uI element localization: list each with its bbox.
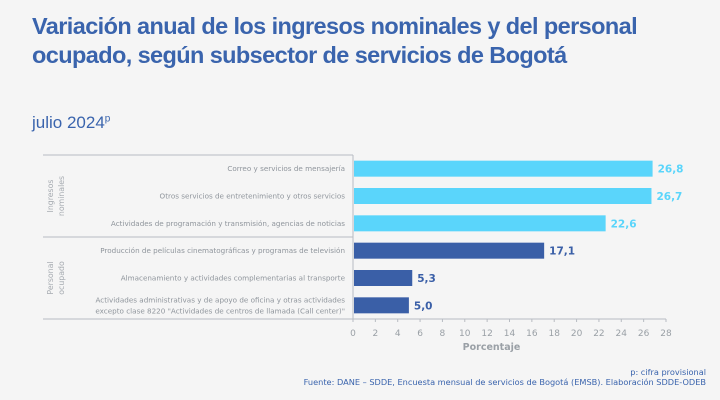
bar: [354, 188, 652, 204]
category-label: Correo y servicios de mensajería: [227, 164, 345, 173]
x-tick-label: 2: [372, 329, 378, 339]
x-tick-label: 6: [417, 329, 423, 339]
value-label: 5,3: [417, 273, 436, 285]
source-note: Fuente: DANE – SDDE, Encuesta mensual de…: [303, 377, 706, 387]
x-tick-label: 24: [616, 329, 628, 339]
group-label: Personal: [46, 261, 55, 294]
value-label: 22,6: [611, 218, 637, 230]
bar: [354, 297, 409, 314]
bar: [354, 270, 413, 286]
group-label: Ingresos: [46, 180, 55, 213]
x-tick-label: 14: [504, 329, 516, 339]
category-label: excepto clase 8220 "Actividades de centr…: [95, 306, 345, 315]
x-tick-label: 18: [548, 329, 560, 339]
chart-title: Variación anual de los ingresos nominale…: [32, 13, 638, 68]
subtitle-text: julio 2024: [32, 113, 105, 132]
x-tick-label: 16: [526, 329, 538, 339]
group-label: ocupado: [57, 261, 66, 295]
x-tick-label: 8: [440, 329, 446, 339]
value-label: 26,8: [658, 164, 684, 176]
x-tick-label: 10: [459, 329, 471, 339]
x-axis-title: Porcentaje: [463, 342, 521, 353]
category-label: Producción de películas cinematográficas…: [100, 246, 345, 255]
bar: [354, 215, 606, 232]
group-label: nominales: [57, 176, 66, 216]
bar: [354, 160, 653, 177]
value-label: 26,7: [656, 191, 682, 203]
chart-subtitle: julio 2024p: [32, 113, 110, 133]
provisional-marker: p: [104, 113, 111, 125]
x-tick-label: 0: [350, 329, 356, 339]
category-label: Actividades de programación y transmisió…: [111, 219, 345, 228]
category-label: Almacenamiento y actividades complementa…: [121, 274, 346, 283]
x-tick-label: 26: [638, 329, 650, 339]
x-tick-label: 12: [481, 329, 492, 339]
footnote-provisional: p: cifra provisional: [630, 367, 706, 377]
x-tick-label: 22: [593, 329, 604, 339]
category-label: Actividades administrativas y de apoyo d…: [96, 295, 346, 304]
x-tick-label: 4: [395, 329, 401, 339]
value-label: 17,1: [549, 246, 575, 258]
x-tick-label: 28: [660, 329, 672, 339]
category-label: Otros servicios de entretenimiento y otr…: [160, 192, 346, 201]
bar: [354, 242, 545, 259]
x-tick-label: 20: [571, 329, 583, 339]
value-label: 5,0: [414, 300, 433, 312]
